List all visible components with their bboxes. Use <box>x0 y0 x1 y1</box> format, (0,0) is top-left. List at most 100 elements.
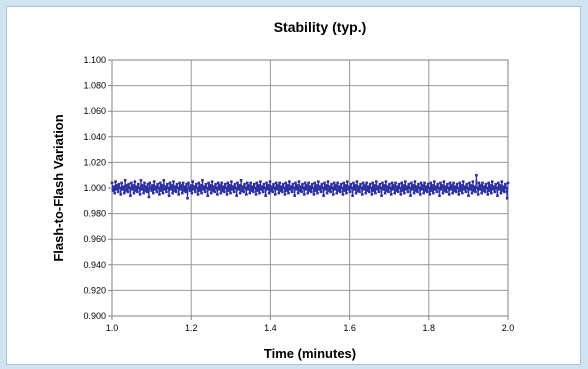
y-tick-label: 0.980 <box>83 209 106 219</box>
data-point <box>190 191 194 195</box>
data-point <box>224 186 228 190</box>
data-point <box>230 187 234 191</box>
data-point <box>378 182 382 186</box>
data-point <box>444 185 447 189</box>
data-point <box>117 182 121 186</box>
data-point <box>451 191 454 195</box>
data-point <box>111 189 115 192</box>
y-tick-label: 0.940 <box>83 260 106 270</box>
data-point <box>492 185 496 189</box>
data-point <box>332 181 336 185</box>
data-point <box>441 191 445 195</box>
data-point <box>454 190 458 194</box>
data-point <box>356 189 360 192</box>
data-point <box>198 189 202 192</box>
data-point <box>249 181 253 185</box>
data-point <box>449 187 453 191</box>
data-point <box>398 186 402 190</box>
data-point <box>203 190 207 194</box>
data-point <box>239 179 243 182</box>
data-point <box>317 180 320 183</box>
data-point <box>245 181 249 185</box>
data-point <box>209 191 213 195</box>
data-point <box>497 187 501 191</box>
data-point <box>124 189 128 192</box>
data-point <box>320 182 324 186</box>
data-point <box>156 182 159 186</box>
data-point <box>187 186 191 190</box>
data-point <box>327 189 331 192</box>
data-point <box>369 186 373 190</box>
data-point <box>122 185 125 189</box>
data-point <box>131 184 135 187</box>
data-point <box>337 189 340 192</box>
data-point <box>252 182 256 186</box>
data-point <box>223 182 227 186</box>
data-point <box>410 181 413 185</box>
data-point <box>310 182 314 186</box>
data-point <box>275 187 279 191</box>
data-point <box>485 186 489 190</box>
data-point <box>318 185 322 189</box>
data-point <box>292 186 296 190</box>
data-point <box>113 191 116 195</box>
data-point <box>343 189 346 192</box>
data-point <box>270 185 274 189</box>
data-point <box>410 187 414 191</box>
y-tick-label: 1.100 <box>83 55 106 65</box>
data-point <box>130 181 133 185</box>
data-point <box>240 189 244 192</box>
data-point <box>296 191 300 195</box>
data-point <box>160 184 164 187</box>
data-point <box>278 181 282 185</box>
data-point <box>223 190 226 194</box>
y-tick-label: 0.960 <box>83 234 106 244</box>
data-point <box>495 186 498 190</box>
data-point <box>121 187 124 191</box>
data-point <box>174 190 178 194</box>
data-point <box>496 194 499 197</box>
data-point <box>212 185 216 189</box>
data-point <box>338 185 341 189</box>
data-point <box>339 182 343 186</box>
data-point <box>142 191 145 195</box>
data-point <box>387 190 390 194</box>
data-point <box>390 181 394 185</box>
data-point <box>394 181 397 185</box>
data-point <box>399 193 403 196</box>
data-point <box>469 184 473 187</box>
data-point <box>346 187 350 191</box>
data-point <box>163 187 166 191</box>
data-point <box>197 181 201 185</box>
data-point <box>346 180 349 183</box>
data-point <box>377 190 381 194</box>
data-point <box>247 184 251 187</box>
data-point <box>115 184 119 187</box>
data-point <box>371 181 375 185</box>
data-point <box>354 191 358 195</box>
data-point <box>266 187 269 191</box>
data-point <box>437 186 440 190</box>
data-point <box>396 190 400 194</box>
y-tick-label: 1.060 <box>83 106 106 116</box>
data-point <box>295 184 299 187</box>
data-point <box>403 191 406 195</box>
data-point <box>187 181 190 185</box>
data-point <box>116 190 120 194</box>
data-point <box>235 194 238 197</box>
data-point <box>393 191 397 195</box>
data-point <box>302 186 305 190</box>
data-point <box>445 190 448 194</box>
data-point <box>456 186 460 190</box>
data-point <box>330 182 333 186</box>
data-point <box>494 182 498 186</box>
data-point <box>208 187 211 191</box>
data-point <box>266 184 270 187</box>
data-point <box>482 189 485 192</box>
data-point <box>442 180 446 183</box>
x-axis-title: Time (minutes) <box>264 346 356 361</box>
data-point <box>192 187 195 191</box>
data-point <box>195 186 199 190</box>
data-point <box>294 181 297 185</box>
y-tick-label: 1.000 <box>83 183 106 193</box>
